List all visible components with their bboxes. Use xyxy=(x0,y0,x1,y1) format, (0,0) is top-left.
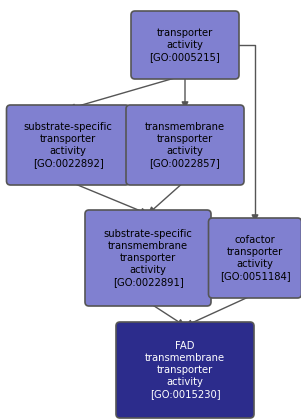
Text: substrate-specific
transporter
activity
[GO:0022892]: substrate-specific transporter activity … xyxy=(23,122,113,168)
Text: cofactor
transporter
activity
[GO:0051184]: cofactor transporter activity [GO:005118… xyxy=(220,235,290,281)
FancyBboxPatch shape xyxy=(116,322,254,418)
Text: transporter
activity
[GO:0005215]: transporter activity [GO:0005215] xyxy=(150,28,220,62)
Text: FAD
transmembrane
transporter
activity
[GO:0015230]: FAD transmembrane transporter activity [… xyxy=(145,341,225,399)
FancyBboxPatch shape xyxy=(131,11,239,79)
FancyBboxPatch shape xyxy=(209,218,301,298)
FancyBboxPatch shape xyxy=(126,105,244,185)
FancyBboxPatch shape xyxy=(85,210,211,306)
Text: substrate-specific
transmembrane
transporter
activity
[GO:0022891]: substrate-specific transmembrane transpo… xyxy=(104,229,192,287)
Text: transmembrane
transporter
activity
[GO:0022857]: transmembrane transporter activity [GO:0… xyxy=(145,122,225,168)
FancyBboxPatch shape xyxy=(7,105,129,185)
